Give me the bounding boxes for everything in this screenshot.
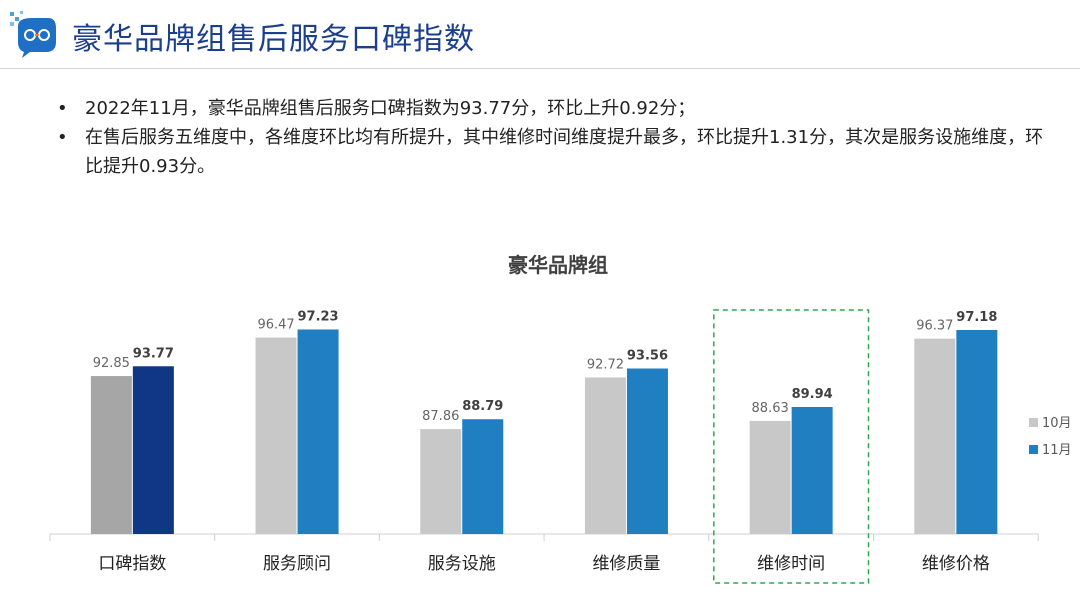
bar-11月 xyxy=(297,329,339,534)
bar-11月 xyxy=(132,366,174,534)
data-label: 87.86 xyxy=(422,409,459,424)
x-tick-label: 维修价格 xyxy=(922,554,990,574)
bar-11月 xyxy=(626,368,668,534)
data-label: 96.47 xyxy=(257,318,294,333)
bullet-dot: • xyxy=(57,98,68,119)
header: 豪华品牌组售后服务口碑指数 xyxy=(0,0,1080,68)
data-label: 93.56 xyxy=(627,348,668,363)
data-label: 88.63 xyxy=(752,401,789,416)
bar-11月 xyxy=(462,419,504,534)
x-tick-label: 口碑指数 xyxy=(98,554,166,574)
page-title: 豪华品牌组售后服务口碑指数 xyxy=(72,22,475,57)
data-label: 92.85 xyxy=(93,356,130,371)
x-tick-label: 维修质量 xyxy=(592,554,660,574)
x-tick-label: 维修时间 xyxy=(757,554,825,574)
logo-icon xyxy=(10,11,56,58)
bar-11月 xyxy=(791,407,833,534)
data-label: 92.72 xyxy=(587,357,624,372)
x-tick-label: 服务设施 xyxy=(428,554,496,574)
bullet-item: • 在售后服务五维度中，各维度环比均有所提升，其中维修时间维度提升最多，环比提升… xyxy=(55,123,1060,181)
bar-10月 xyxy=(584,377,626,534)
header-divider xyxy=(0,68,1080,69)
bar-10月 xyxy=(90,376,132,534)
bullet-list: • 2022年11月，豪华品牌组售后服务口碑指数为93.77分，环比上升0.92… xyxy=(55,94,1060,181)
x-tick-label: 服务顾问 xyxy=(263,554,331,574)
bullet-dot: • xyxy=(57,127,68,148)
bar-10月 xyxy=(749,420,791,534)
bar-11月 xyxy=(956,329,998,534)
legend-label: 10月 xyxy=(1042,416,1072,431)
data-label: 88.79 xyxy=(462,399,503,414)
bullet-item: • 2022年11月，豪华品牌组售后服务口碑指数为93.77分，环比上升0.92… xyxy=(55,94,1060,123)
chart-title: 豪华品牌组 xyxy=(508,253,608,277)
data-label: 97.18 xyxy=(956,310,997,325)
bar-10月 xyxy=(420,429,462,534)
data-label: 96.37 xyxy=(916,319,953,334)
data-label: 89.94 xyxy=(792,387,833,402)
legend-label: 11月 xyxy=(1042,443,1072,458)
bar-10月 xyxy=(255,337,297,534)
bullet-text: 2022年11月，豪华品牌组售后服务口碑指数为93.77分，环比上升0.92分； xyxy=(85,98,696,119)
data-label: 97.23 xyxy=(297,309,338,324)
legend-swatch xyxy=(1029,445,1038,454)
highlight-box xyxy=(713,309,870,584)
data-label: 93.77 xyxy=(133,346,174,361)
legend-swatch xyxy=(1029,418,1038,427)
bar-10月 xyxy=(914,338,956,534)
bullet-text: 在售后服务五维度中，各维度环比均有所提升，其中维修时间维度提升最多，环比提升1.… xyxy=(85,127,1044,177)
